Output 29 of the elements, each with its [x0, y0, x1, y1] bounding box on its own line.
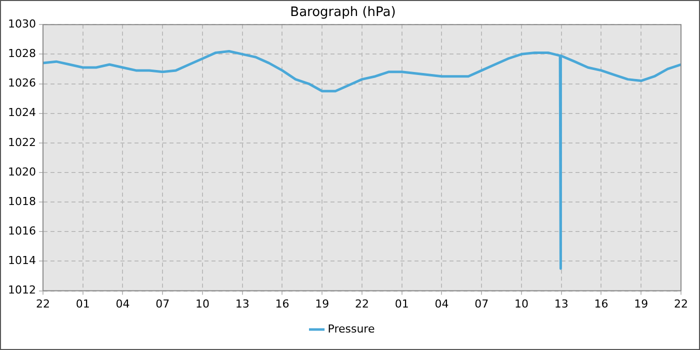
x-tick-label: 04 [116, 297, 130, 310]
x-tick-label: 01 [76, 297, 90, 310]
x-tick-label: 16 [594, 297, 608, 310]
x-tick-label: 19 [315, 297, 330, 310]
chart-title: Barograph (hPa) [290, 5, 396, 20]
x-tick-label: 13 [554, 297, 568, 310]
y-tick-label: 1030 [8, 17, 36, 30]
legend-label: Pressure [328, 322, 375, 336]
y-tick-label: 1020 [8, 165, 36, 178]
x-tick-label: 10 [195, 297, 210, 310]
x-tick-label: 13 [235, 297, 250, 310]
x-tick-label: 07 [156, 297, 170, 310]
x-tick-label: 22 [354, 297, 369, 310]
y-tick-label: 1028 [8, 47, 36, 60]
y-tick-label: 1018 [8, 194, 36, 208]
y-tick-label: 1024 [8, 106, 36, 120]
x-tick-label: 22 [674, 297, 688, 310]
y-tick-label: 1022 [8, 136, 36, 149]
y-tick-label: 1026 [8, 76, 36, 90]
x-tick-label: 19 [634, 297, 648, 310]
y-tick-label: 1016 [8, 224, 36, 238]
x-tick-label: 07 [474, 297, 489, 310]
x-tick-label: 22 [36, 297, 50, 310]
x-tick-label: 04 [434, 297, 449, 310]
x-tick-label: 16 [275, 297, 290, 310]
x-tick-label: 10 [514, 297, 528, 310]
y-tick-label: 1014 [8, 254, 36, 268]
x-tick-label: 01 [394, 297, 409, 310]
y-tick-label: 1012 [8, 284, 36, 297]
